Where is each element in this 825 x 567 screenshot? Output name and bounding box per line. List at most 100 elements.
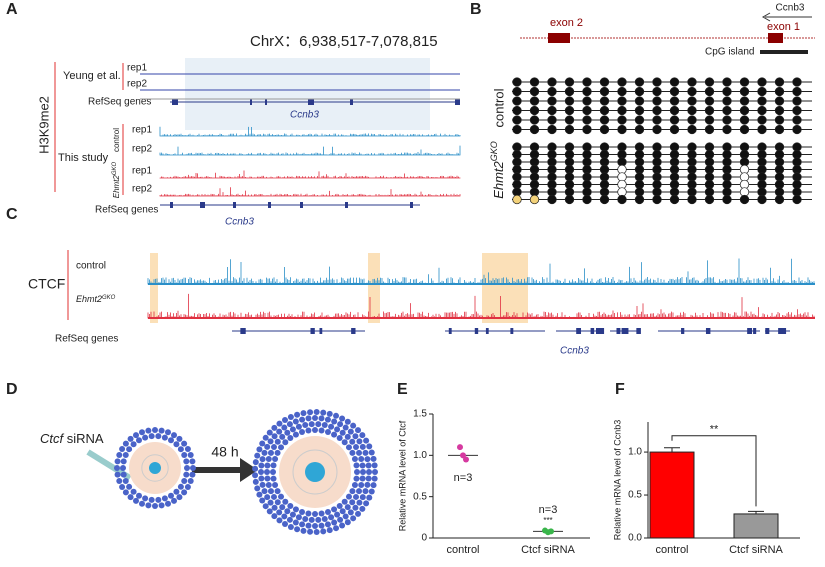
bead <box>344 433 351 440</box>
cpg-site <box>669 96 680 106</box>
panel-label: D <box>6 381 18 398</box>
track-label: rep1 <box>127 63 147 74</box>
bead <box>276 509 283 516</box>
bead <box>267 488 274 495</box>
exon <box>781 328 787 334</box>
bead <box>302 422 309 429</box>
bead <box>266 429 273 436</box>
bead <box>302 515 309 522</box>
bead <box>324 508 331 515</box>
x-tick-label: Ctcf siRNA <box>521 544 575 556</box>
bead <box>122 451 129 458</box>
zona <box>141 454 169 482</box>
exon <box>455 99 460 105</box>
bead <box>274 449 281 456</box>
cpg-site <box>687 124 697 135</box>
cpg-site <box>687 77 697 87</box>
point <box>460 452 466 459</box>
bead <box>187 452 194 459</box>
track-label: RefSeq genes <box>88 97 151 108</box>
bead <box>164 429 171 436</box>
cpg-site <box>739 86 750 97</box>
bead <box>282 520 288 527</box>
cpg-site <box>634 77 645 87</box>
bead <box>282 417 288 424</box>
cpg-site <box>652 115 662 125</box>
cpg-site <box>617 86 627 97</box>
highlight <box>482 253 528 323</box>
x-tick-label: control <box>655 544 688 556</box>
bead <box>362 449 369 456</box>
cpg-site <box>652 124 662 135</box>
cpg-site <box>722 194 732 205</box>
bead <box>281 424 288 431</box>
bead <box>164 500 171 507</box>
exon <box>475 328 478 334</box>
bead <box>272 456 279 463</box>
bead <box>190 465 196 471</box>
cpg-site <box>757 115 767 125</box>
bead <box>324 429 331 436</box>
bead <box>352 433 359 440</box>
bead <box>349 449 356 456</box>
cpg-site <box>757 96 767 106</box>
cpg-site <box>617 77 627 87</box>
cpg-site <box>582 86 592 97</box>
bead <box>353 444 360 451</box>
bead <box>130 488 137 495</box>
cpg-site <box>739 96 750 106</box>
cpg-site <box>634 115 645 125</box>
bead <box>276 517 283 524</box>
bead <box>313 528 320 535</box>
bead <box>176 494 183 501</box>
exon <box>636 328 641 334</box>
bead <box>276 420 283 427</box>
bead <box>114 458 121 465</box>
cpg-site <box>512 115 522 125</box>
cpg-site <box>774 194 785 205</box>
cpg-site <box>669 194 680 205</box>
bead <box>259 481 266 488</box>
bead <box>292 431 299 438</box>
signal <box>159 170 461 179</box>
bead <box>139 500 146 507</box>
highlight <box>150 253 158 323</box>
bead <box>173 441 180 448</box>
bead <box>308 421 315 428</box>
exon <box>319 328 323 334</box>
cpg-site <box>564 86 575 97</box>
bead <box>328 514 335 521</box>
bead <box>120 471 127 478</box>
bead <box>127 435 134 442</box>
cpg-site <box>547 77 557 87</box>
bead <box>313 409 320 416</box>
cpg-site <box>774 105 785 116</box>
bead <box>171 432 177 439</box>
bead <box>366 469 372 475</box>
cpg-site <box>757 124 767 135</box>
bead <box>349 488 356 495</box>
point <box>463 456 469 463</box>
exon-label: exon 2 <box>550 17 583 29</box>
bead <box>122 478 129 485</box>
bead <box>133 497 139 504</box>
bead <box>272 481 279 488</box>
bead <box>300 527 307 534</box>
arrow-head <box>761 12 771 22</box>
signal <box>147 293 815 319</box>
bead <box>189 471 196 478</box>
bead <box>307 409 314 416</box>
bead <box>271 504 278 511</box>
bead <box>287 435 294 442</box>
exon <box>233 202 236 208</box>
cpg-site <box>582 105 592 116</box>
x-tick-label: control <box>446 544 479 556</box>
cpg-site <box>652 96 662 106</box>
cpg-site <box>687 115 697 125</box>
bead <box>259 440 266 447</box>
cpg-site <box>529 194 540 205</box>
bead <box>274 488 281 495</box>
bead <box>119 484 126 490</box>
bead <box>358 481 365 488</box>
